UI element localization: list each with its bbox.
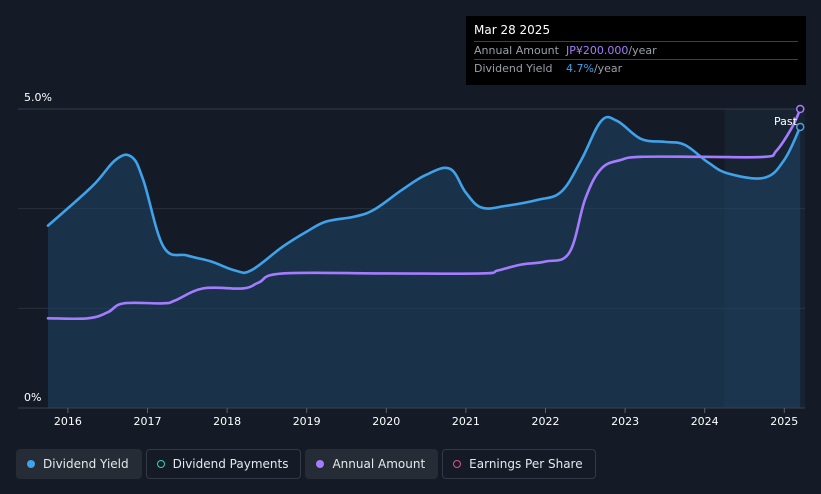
y-tick-label: 5.0%: [24, 91, 52, 104]
past-label: Past: [774, 115, 798, 128]
x-tick-label: 2019: [293, 415, 321, 428]
legend-annual-amount[interactable]: Annual Amount: [305, 449, 439, 479]
tooltip-date: Mar 28 2025: [474, 23, 551, 37]
x-tick-label: 2021: [452, 415, 480, 428]
dividend-yield-end-point: [795, 122, 805, 132]
legend-annual-amount-label: Annual Amount: [332, 457, 426, 471]
x-tick-label: 2017: [134, 415, 162, 428]
x-tick-label: 2020: [372, 415, 400, 428]
tooltip-dividend-yield-unit: /year: [593, 62, 623, 75]
tooltip-dividend-yield-value: 4.7%: [566, 62, 594, 75]
tooltip-row-dividend-yield: Dividend Yield 4.7% /year: [474, 59, 798, 77]
legend-dividend-yield[interactable]: Dividend Yield: [16, 449, 142, 479]
tooltip-annual-amount-unit: /year: [628, 44, 657, 57]
tooltip-dividend-yield-label: Dividend Yield: [474, 62, 553, 75]
annual-amount-line: [46, 107, 802, 321]
tooltip-row-annual-amount: Annual Amount JP¥200.000 /year: [474, 41, 798, 59]
x-tick-label: 2025: [770, 415, 798, 428]
legend-dividend-payments-label: Dividend Payments: [172, 457, 289, 471]
x-tick-label: 2022: [532, 415, 560, 428]
dividend-yield-dot-icon: [27, 460, 35, 468]
dividend-yield-line: [46, 115, 802, 275]
y-tick-label: 0%: [24, 391, 41, 404]
earnings-per-share-ring-icon: [453, 460, 462, 468]
dividend-yield-area: [48, 117, 801, 409]
tooltip-annual-amount-label: Annual Amount: [474, 44, 559, 57]
x-tick-label: 2024: [691, 415, 719, 428]
x-tick-label: 2023: [611, 415, 639, 428]
dividend-payments-ring-icon: [156, 460, 165, 468]
annual-amount-end-point: [795, 104, 805, 114]
area-layer: [48, 117, 801, 409]
x-tick-label: 2016: [54, 415, 82, 428]
tooltip-panel: Mar 28 2025 Annual Amount JP¥200.000 /ye…: [466, 16, 806, 85]
legend-dividend-yield-label: Dividend Yield: [43, 457, 129, 471]
legend-earnings-per-share[interactable]: Earnings Per Share: [442, 449, 596, 479]
legend-earnings-per-share-label: Earnings Per Share: [469, 457, 583, 471]
x-axis-ticks: 2016 2017 2018 2019 2020 2021 2022 2023 2024 2025: [54, 408, 798, 428]
x-tick-label: 2018: [213, 415, 241, 428]
lines-layer: [46, 104, 805, 321]
legend-dividend-payments[interactable]: Dividend Payments: [145, 449, 302, 479]
chart-legend: Dividend Yield Dividend Payments Annual …: [16, 449, 596, 479]
y-axis-ticks: 0% 5.0%: [24, 91, 52, 404]
annual-amount-dot-icon: [316, 460, 325, 468]
tooltip-annual-amount-value: JP¥200.000: [566, 44, 629, 57]
